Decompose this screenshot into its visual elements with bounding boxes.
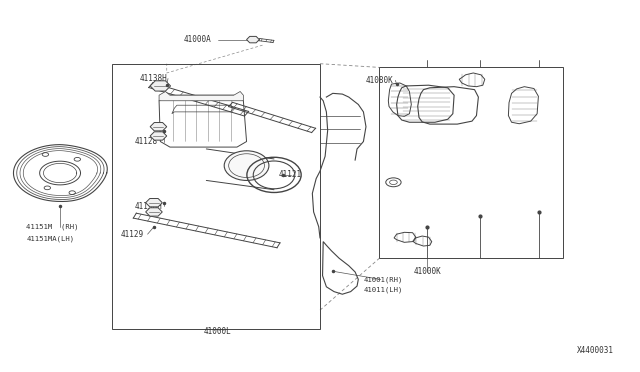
Text: 41151MA(LH): 41151MA(LH) [26, 235, 74, 242]
Polygon shape [246, 36, 259, 43]
Text: 41151M  (RH): 41151M (RH) [26, 224, 79, 230]
Text: 41000L: 41000L [204, 327, 232, 336]
Polygon shape [150, 132, 167, 140]
Text: 41121: 41121 [278, 170, 301, 179]
Polygon shape [146, 208, 163, 216]
Polygon shape [150, 122, 167, 131]
Text: 41000A: 41000A [184, 35, 211, 44]
Text: 41128: 41128 [135, 137, 158, 146]
Text: 41138H: 41138H [140, 74, 168, 83]
Text: 41011(LH): 41011(LH) [364, 286, 403, 293]
Text: 41080K: 41080K [366, 76, 394, 85]
Polygon shape [146, 199, 163, 207]
Text: 41001(RH): 41001(RH) [364, 276, 403, 283]
Polygon shape [159, 92, 243, 101]
Bar [380, 67, 563, 258]
Text: 41129: 41129 [121, 230, 144, 239]
Polygon shape [150, 81, 171, 91]
Text: X4400031: X4400031 [577, 346, 614, 355]
Text: 41138H: 41138H [135, 202, 163, 211]
Text: 41000K: 41000K [413, 267, 441, 276]
Ellipse shape [224, 151, 269, 180]
Bar [113, 64, 320, 329]
